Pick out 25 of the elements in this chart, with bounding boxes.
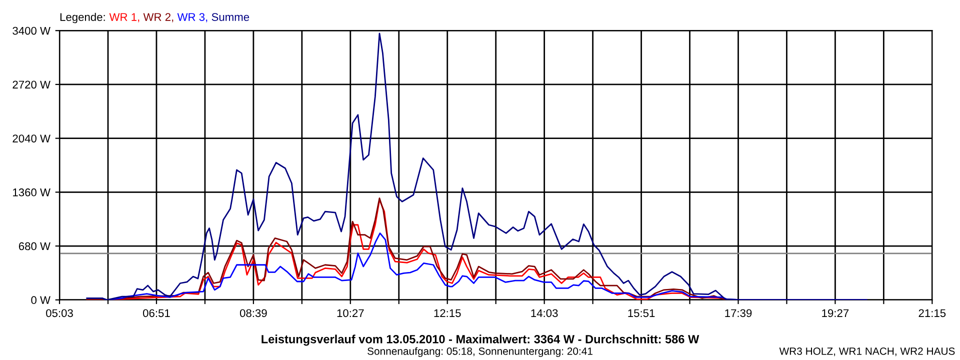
x-tick-label: 10:27 xyxy=(337,309,364,318)
text: WR 2, xyxy=(143,13,174,22)
text: Summe xyxy=(212,13,250,21)
x-tick-label: 08:39 xyxy=(240,309,267,318)
x-tick-label: 21:15 xyxy=(918,309,946,318)
y-tick-label: 2040 W xyxy=(12,134,50,142)
legend-title: Legende: xyxy=(60,12,105,24)
text: Leistungsverlauf vom 13.05.2010 - Maximalwert: 3364 W - Durchschnitt: 586 W xyxy=(262,334,700,346)
x-tick-label: 06:51 xyxy=(143,309,170,318)
text: WR 1, xyxy=(109,13,140,22)
x-tick-label: 19:27 xyxy=(822,309,849,318)
text: WR3 HOLZ, WR1 NACH, WR2 HAUS xyxy=(779,348,955,356)
text: Sonnenaufgang: 05:18, Sonnenuntergang: 20:41 xyxy=(368,347,592,357)
x-tick-label: 05:03 xyxy=(46,309,73,318)
y-tick-label: 2720 W xyxy=(12,80,50,89)
x-tick-label: 14:03 xyxy=(531,309,558,318)
y-tick-label: 680 W xyxy=(18,242,50,250)
x-tick-label: 17:39 xyxy=(725,309,752,318)
y-tick-label: 3400 W xyxy=(12,26,50,35)
y-tick-label: 1360 W xyxy=(13,188,50,196)
line-series xyxy=(86,32,868,300)
x-tick-label: 12:15 xyxy=(434,309,461,318)
x-tick-label: 15:51 xyxy=(628,309,655,318)
text: WR 3, xyxy=(177,13,208,22)
y-tick-label: 0 W xyxy=(31,296,50,304)
